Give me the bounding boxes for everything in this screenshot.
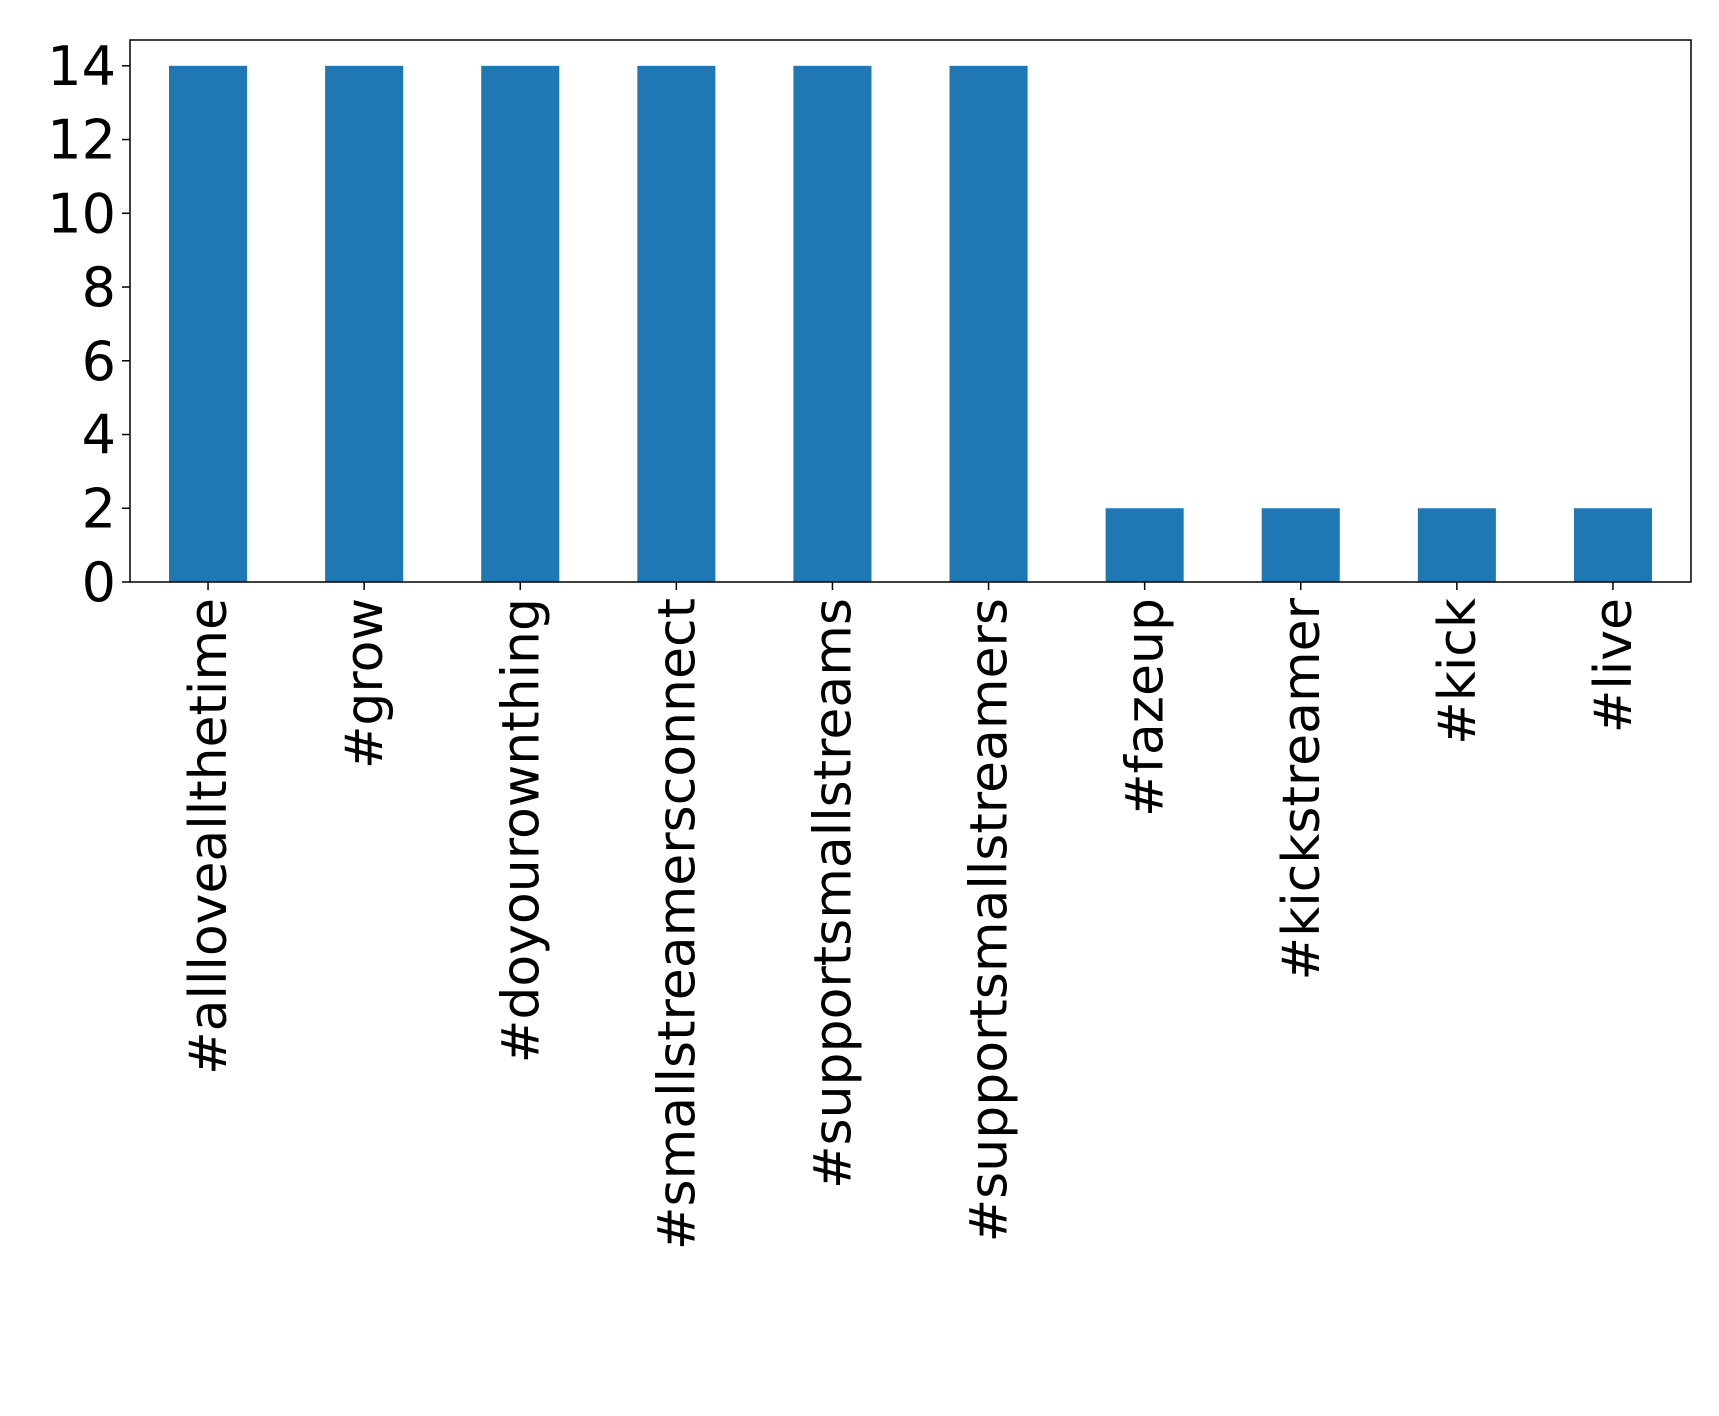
y-tick-label: 4	[82, 404, 116, 467]
y-tick-label: 10	[47, 182, 116, 245]
x-tick-label: #kick	[1428, 598, 1488, 745]
y-axis: 0 2 4 6 8 10 12 14	[47, 35, 130, 614]
x-tick-label: #kickstreamer	[1272, 597, 1332, 980]
x-tick-label: #smallstreamersconnect	[647, 598, 707, 1250]
bar	[1261, 508, 1340, 582]
x-axis: #allloveallthetime #grow #doyourownthing #s…	[179, 582, 1644, 1250]
bar	[1573, 508, 1652, 582]
y-tick-label: 6	[82, 330, 116, 393]
bar	[1105, 508, 1184, 582]
bar	[637, 65, 716, 583]
x-tick-label: #allloveallthetime	[179, 598, 239, 1075]
y-tick-label: 2	[82, 477, 116, 540]
x-tick-label: #supportsmallstreams	[803, 598, 863, 1189]
y-tick-label: 14	[47, 35, 116, 98]
bar	[325, 65, 404, 583]
bar	[1417, 508, 1496, 582]
x-tick-label: #grow	[335, 598, 395, 769]
bar	[481, 65, 560, 583]
x-tick-label: #doyourownthing	[491, 598, 551, 1063]
y-tick-label: 12	[47, 109, 116, 172]
x-tick-label: #live	[1584, 598, 1644, 733]
y-tick-label: 0	[82, 551, 116, 614]
x-tick-label: #fazeup	[1116, 598, 1176, 817]
bar	[169, 65, 248, 583]
plot-frame	[129, 39, 1692, 583]
x-tick-label: #supportsmallstreamers	[960, 598, 1020, 1242]
y-tick-label: 8	[82, 256, 116, 319]
bars-group	[169, 65, 1652, 583]
bar	[793, 65, 872, 583]
bar	[949, 65, 1028, 583]
